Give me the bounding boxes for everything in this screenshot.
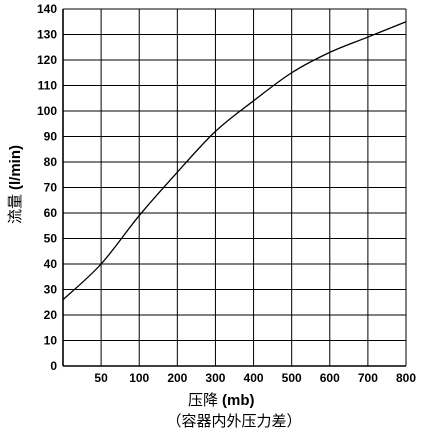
x-tick-label: 800 bbox=[396, 371, 416, 385]
y-axis-unit: (l/min) bbox=[7, 145, 24, 190]
x-tick-label: 500 bbox=[282, 371, 302, 385]
y-tick-label: 100 bbox=[37, 104, 57, 118]
y-tick-label: 0 bbox=[50, 359, 57, 373]
x-axis-note: （容器内外压力差） bbox=[166, 412, 301, 430]
y-tick-label: 70 bbox=[44, 181, 58, 195]
grid bbox=[62, 8, 407, 367]
y-tick-label: 20 bbox=[44, 308, 58, 322]
y-tick-label: 130 bbox=[37, 28, 57, 42]
y-tick-label: 80 bbox=[44, 155, 58, 169]
x-tick-label: 100 bbox=[129, 371, 149, 385]
y-axis-label: 流量 bbox=[6, 194, 24, 224]
x-tick-label: 200 bbox=[167, 371, 187, 385]
x-tick-labels: 50 100 200 300 400 500 600 700 800 bbox=[94, 371, 416, 385]
x-tick-label: 50 bbox=[94, 371, 108, 385]
y-tick-label: 60 bbox=[44, 206, 58, 220]
y-tick-label: 90 bbox=[44, 130, 58, 144]
flow-curve bbox=[62, 21, 407, 301]
y-tick-label: 120 bbox=[37, 53, 57, 67]
y-tick-label: 140 bbox=[37, 2, 57, 16]
y-tick-labels: 0 10 20 30 40 50 60 70 80 90 100 110 120 130 140 bbox=[37, 2, 57, 373]
y-tick-label: 10 bbox=[44, 334, 58, 348]
series-layer bbox=[62, 21, 407, 301]
y-tick-label: 110 bbox=[38, 79, 58, 93]
x-axis-label: 压降 bbox=[188, 391, 218, 409]
x-axis-unit: (mb) bbox=[222, 392, 255, 409]
x-tick-label: 600 bbox=[320, 371, 340, 385]
x-tick-label: 400 bbox=[244, 371, 264, 385]
y-tick-label: 40 bbox=[44, 257, 58, 271]
x-tick-label: 300 bbox=[205, 371, 225, 385]
y-tick-label: 50 bbox=[44, 232, 58, 246]
y-tick-label: 30 bbox=[44, 283, 58, 297]
x-tick-label: 700 bbox=[358, 371, 378, 385]
